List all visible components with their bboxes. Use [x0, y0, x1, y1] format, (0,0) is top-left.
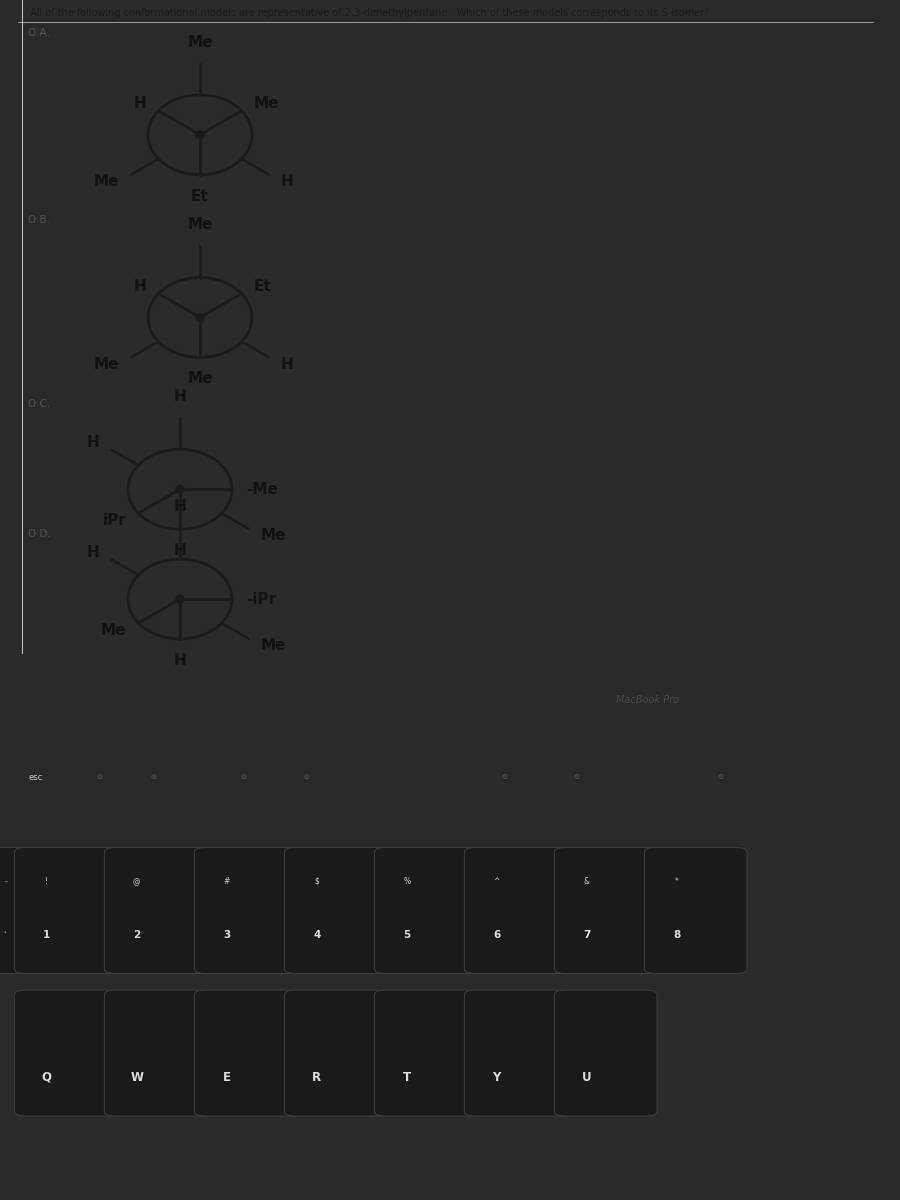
- FancyBboxPatch shape: [104, 847, 207, 973]
- Text: R: R: [312, 1070, 321, 1084]
- Text: ⊙: ⊙: [501, 774, 507, 780]
- Text: 8: 8: [673, 930, 680, 940]
- Text: ^: ^: [493, 877, 500, 886]
- Text: H: H: [281, 174, 293, 188]
- Text: H: H: [133, 280, 147, 294]
- Text: Me: Me: [261, 528, 286, 544]
- FancyBboxPatch shape: [464, 990, 567, 1116]
- Text: 1: 1: [43, 930, 50, 940]
- Text: T: T: [402, 1070, 410, 1084]
- Text: -iPr: -iPr: [246, 592, 276, 606]
- Text: Me: Me: [254, 96, 279, 112]
- FancyBboxPatch shape: [374, 990, 477, 1116]
- Text: O C.: O C.: [28, 400, 50, 409]
- Text: 3: 3: [223, 930, 230, 940]
- Text: #: #: [223, 877, 230, 886]
- Text: Et: Et: [254, 280, 272, 294]
- Text: MacBook Pro: MacBook Pro: [616, 695, 680, 704]
- Text: Me: Me: [187, 217, 212, 233]
- Text: ⊙: ⊙: [240, 774, 246, 780]
- Text: ⊙: ⊙: [303, 774, 309, 780]
- Text: Me: Me: [94, 174, 120, 188]
- Text: 5: 5: [403, 930, 410, 940]
- Text: O A.: O A.: [28, 28, 50, 38]
- Text: ⊙: ⊙: [717, 774, 723, 780]
- FancyBboxPatch shape: [374, 847, 477, 973]
- Text: O D.: O D.: [28, 529, 51, 539]
- FancyBboxPatch shape: [194, 847, 297, 973]
- Text: H: H: [174, 653, 186, 668]
- Text: *: *: [675, 877, 679, 886]
- Text: 7: 7: [583, 930, 590, 940]
- Text: Me: Me: [101, 623, 126, 637]
- Text: H: H: [281, 356, 293, 372]
- Text: H: H: [174, 389, 186, 404]
- Text: H: H: [86, 545, 99, 560]
- FancyBboxPatch shape: [284, 847, 387, 973]
- Text: Me: Me: [94, 356, 120, 372]
- Text: H: H: [86, 436, 99, 450]
- FancyBboxPatch shape: [554, 990, 657, 1116]
- Text: Y: Y: [492, 1070, 501, 1084]
- Text: W: W: [130, 1070, 143, 1084]
- Text: ⊙: ⊙: [150, 774, 156, 780]
- Circle shape: [196, 131, 204, 139]
- Text: H: H: [174, 499, 186, 514]
- Text: All of the following conformational models are representative of 2,3-dimethylpen: All of the following conformational mode…: [30, 8, 709, 18]
- Text: E: E: [222, 1070, 230, 1084]
- Text: %: %: [403, 877, 410, 886]
- FancyBboxPatch shape: [464, 847, 567, 973]
- Text: @: @: [133, 877, 140, 886]
- Text: -Me: -Me: [246, 481, 278, 497]
- Text: Me: Me: [187, 35, 212, 49]
- Circle shape: [196, 313, 204, 322]
- FancyBboxPatch shape: [284, 990, 387, 1116]
- Text: esc: esc: [29, 773, 43, 781]
- Text: `: `: [4, 931, 7, 937]
- Text: Q: Q: [41, 1070, 51, 1084]
- Text: !: !: [45, 877, 49, 886]
- Text: Me: Me: [187, 372, 212, 386]
- Text: Et: Et: [191, 188, 209, 204]
- Text: ⊙: ⊙: [573, 774, 579, 780]
- Text: Me: Me: [261, 638, 286, 653]
- Text: H: H: [133, 96, 147, 112]
- Circle shape: [176, 485, 184, 493]
- Circle shape: [176, 595, 184, 604]
- FancyBboxPatch shape: [554, 847, 657, 973]
- Text: U: U: [582, 1070, 591, 1084]
- FancyBboxPatch shape: [14, 847, 117, 973]
- FancyBboxPatch shape: [104, 990, 207, 1116]
- Text: H: H: [174, 544, 186, 558]
- FancyBboxPatch shape: [644, 847, 747, 973]
- FancyBboxPatch shape: [194, 990, 297, 1116]
- Text: O B.: O B.: [28, 215, 50, 224]
- Text: 4: 4: [313, 930, 320, 940]
- Text: iPr: iPr: [103, 512, 126, 528]
- Text: &: &: [584, 877, 590, 886]
- FancyBboxPatch shape: [14, 990, 117, 1116]
- Text: 2: 2: [133, 930, 140, 940]
- FancyBboxPatch shape: [0, 847, 28, 973]
- Text: $: $: [314, 877, 319, 886]
- Text: ⊙: ⊙: [96, 774, 102, 780]
- Text: ~: ~: [4, 878, 8, 883]
- Text: 6: 6: [493, 930, 500, 940]
